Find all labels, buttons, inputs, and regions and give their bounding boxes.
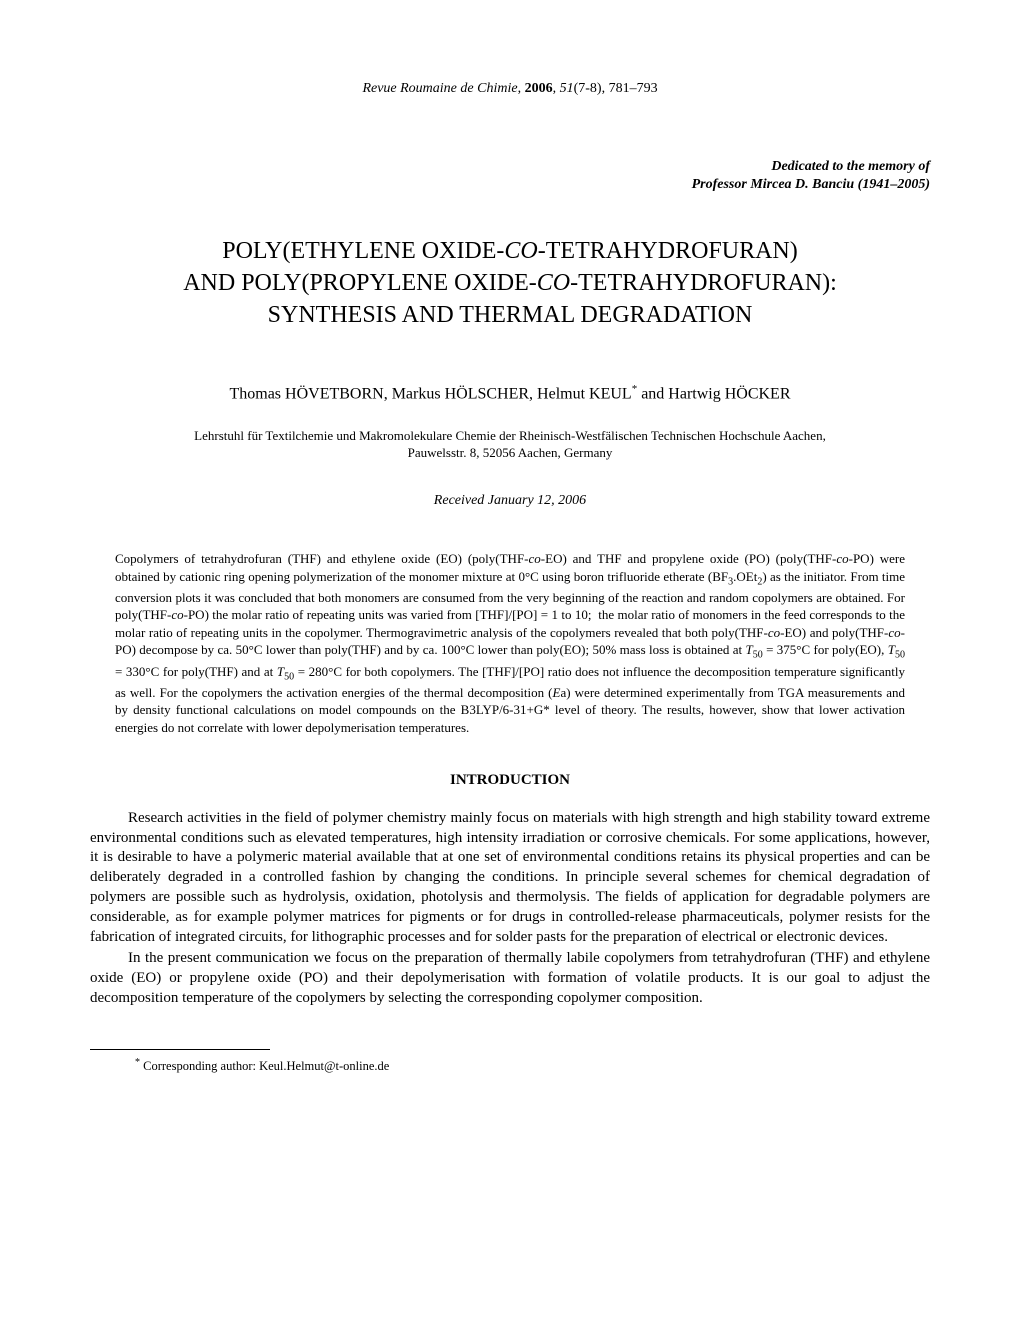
citation-line: Revue Roumaine de Chimie, 2006, 51(7-8),… xyxy=(90,80,930,98)
abstract-text: Copolymers of tetrahydrofuran (THF) and … xyxy=(115,550,905,736)
footnote-text: Corresponding author: Keul.Helmut@t-onli… xyxy=(140,1059,389,1073)
pub-year: 2006 xyxy=(525,81,553,96)
pub-pages: 781–793 xyxy=(609,81,658,96)
footnote-separator xyxy=(90,1049,270,1050)
pub-volume: 51 xyxy=(560,81,574,96)
body-text: Research activities in the field of poly… xyxy=(90,809,930,1009)
affiliation-block: Lehrstuhl für Textilchemie und Makromole… xyxy=(90,427,930,462)
affiliation-line-1: Lehrstuhl für Textilchemie und Makromole… xyxy=(90,427,930,445)
paragraph-1: Research activities in the field of poly… xyxy=(90,809,930,948)
paragraph-2: In the present communication we focus on… xyxy=(90,949,930,1008)
footnote-line: * Corresponding author: Keul.Helmut@t-on… xyxy=(135,1056,930,1074)
affiliation-line-2: Pauwelsstr. 8, 52056 Aachen, Germany xyxy=(90,444,930,462)
pub-issue: (7-8) xyxy=(574,81,602,96)
dedication-block: Dedicated to the memory of Professor Mir… xyxy=(90,158,930,194)
authors-line: Thomas HÖVETBORN, Markus HÖLSCHER, Helmu… xyxy=(90,382,930,405)
dedication-line-2: Professor Mircea D. Banciu (1941–2005) xyxy=(90,176,930,194)
dedication-line-1: Dedicated to the memory of xyxy=(90,158,930,176)
journal-name: Revue Roumaine de Chimie xyxy=(362,81,517,96)
article-title: POLY(ETHYLENE OXIDE-CO-TETRAHYDROFURAN) … xyxy=(90,235,930,332)
authors-part-2: and Hartwig HÖCKER xyxy=(637,385,790,402)
received-date: Received January 12, 2006 xyxy=(90,492,930,510)
authors-part-1: Thomas HÖVETBORN, Markus HÖLSCHER, Helmu… xyxy=(229,385,631,402)
section-heading-introduction: INTRODUCTION xyxy=(90,771,930,791)
